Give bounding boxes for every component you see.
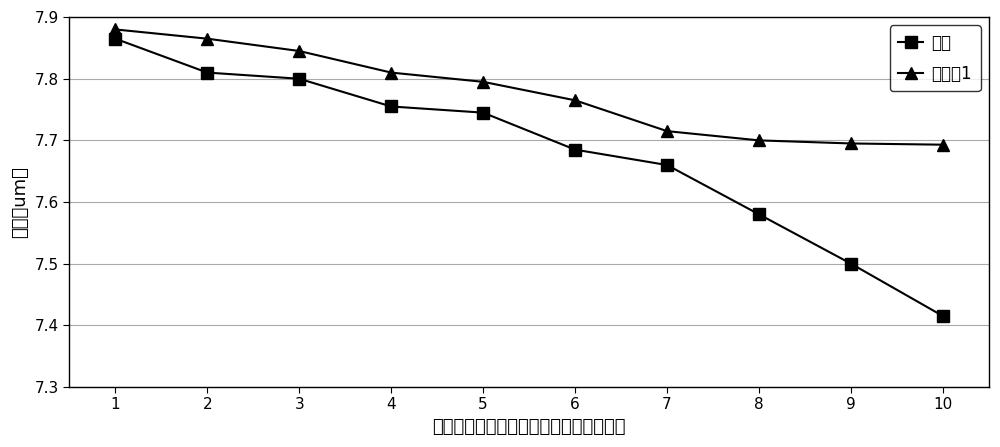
实施例1 <box>753 138 765 143</box>
传统 <box>845 261 857 266</box>
传统 <box>477 110 489 115</box>
Y-axis label: 厅度（um）: 厅度（um） <box>11 166 29 238</box>
Legend: 传统, 实施例1: 传统, 实施例1 <box>890 25 981 92</box>
实施例1 <box>937 142 949 148</box>
实施例1 <box>477 79 489 84</box>
传统 <box>109 36 121 42</box>
传统 <box>385 104 397 109</box>
X-axis label: 测量点（从衬底片靠近进气口一端开始）: 测量点（从衬底片靠近进气口一端开始） <box>432 418 626 436</box>
传统 <box>569 147 581 152</box>
传统 <box>753 212 765 217</box>
实施例1 <box>109 27 121 32</box>
实施例1 <box>845 141 857 146</box>
实施例1 <box>661 128 673 134</box>
传统 <box>293 76 305 81</box>
实施例1 <box>293 48 305 54</box>
实施例1 <box>201 36 213 42</box>
Line: 传统: 传统 <box>110 33 948 321</box>
实施例1 <box>569 97 581 103</box>
传统 <box>937 313 949 319</box>
传统 <box>201 70 213 75</box>
传统 <box>661 162 673 168</box>
实施例1 <box>385 70 397 75</box>
Line: 实施例1: 实施例1 <box>109 23 949 151</box>
